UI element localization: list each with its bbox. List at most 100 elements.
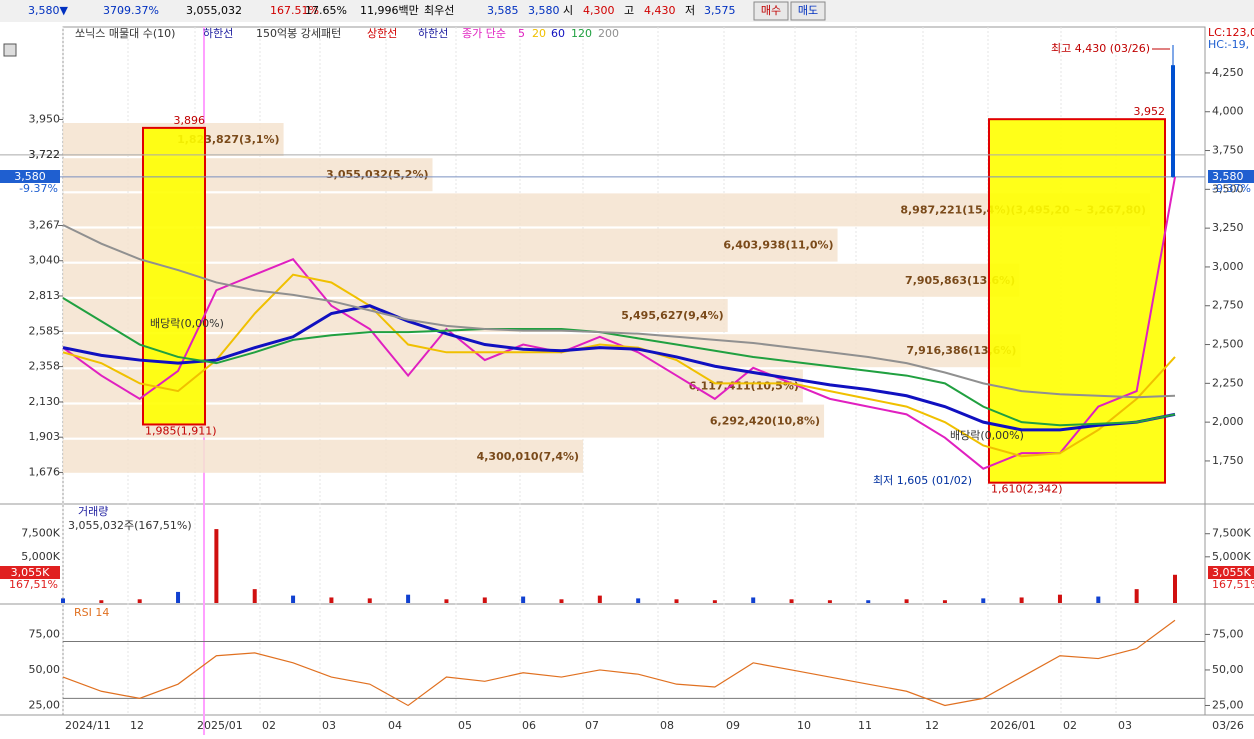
top-bar-item: 저 (685, 4, 695, 17)
current-price-right: 3,580 (1212, 170, 1244, 183)
legend-item: 상한선 (367, 27, 397, 40)
volume-bar (789, 599, 794, 603)
legend-ma: 120 (571, 27, 592, 40)
y-tick-label-left: 2,813 (29, 289, 61, 302)
volume-bar (61, 598, 65, 603)
volume-profile-bar (63, 193, 1150, 227)
sell-button-label[interactable]: 매도 (798, 4, 818, 17)
rsi-tick-right: 75,00 (1212, 627, 1244, 640)
volume-bar (214, 529, 219, 603)
volume-bar (981, 598, 986, 603)
rsi-title: RSI 14 (74, 606, 109, 619)
y-tick-label-right: 3,000 (1212, 260, 1244, 273)
buy-button-label[interactable]: 매수 (761, 4, 781, 17)
x-tick-label: 2024/11 (65, 719, 111, 732)
volume-bar (137, 599, 142, 603)
x-tick-label: 04 (388, 719, 402, 732)
volume-bar (252, 589, 257, 603)
legend-item: 하한선 (203, 26, 233, 40)
x-tick-label: 2025/01 (197, 719, 243, 732)
volume-profile-label: 6,403,938(11,0%) (723, 239, 833, 252)
ref-label: 3,722 (29, 148, 61, 161)
legend-ma-prefix: 종가 단순 (462, 27, 506, 40)
volume-bar (597, 595, 602, 603)
legend-item: 150억봉 강세패턴 (256, 27, 341, 40)
volume-profile-bar (63, 263, 1020, 297)
top-bar-item: 시 (563, 4, 573, 17)
top-bar-item: 17.65% (305, 4, 347, 17)
volume-bar (904, 599, 909, 603)
current-change-left: -9.37% (19, 182, 58, 195)
volume-bar (1057, 594, 1062, 603)
volume-current-left: 3,055K (11, 566, 50, 579)
rsi-tick-left: 75,00 (29, 627, 61, 640)
current-badge (0, 170, 60, 183)
y-tick-label-right: 2,250 (1212, 376, 1244, 389)
candle-body (1171, 65, 1175, 177)
right-label: HC:-19, (1208, 38, 1249, 51)
max-label: 최고 4,430 (03/26) (1051, 42, 1150, 55)
volume-bar (444, 599, 449, 603)
x-tick-label: 06 (522, 719, 536, 732)
top-bar-item: 3,580 (528, 4, 560, 17)
volume-bar (521, 596, 526, 603)
right-label: LC:123,0 (1208, 26, 1254, 39)
volume-change-left: 167,51% (9, 578, 58, 591)
box-low-label: 1,985(1,911) (145, 424, 217, 437)
volume-bar (482, 597, 487, 603)
dividend-label: 배당락(0,00%) (950, 429, 1024, 442)
volume-current-right: 3,055K (1212, 566, 1251, 579)
x-tick-label: 03 (322, 719, 336, 732)
volume-bar (1134, 589, 1139, 603)
rsi-tick-left: 50,00 (29, 663, 61, 676)
x-tick-label: 03 (1118, 719, 1132, 732)
buy-button[interactable] (753, 1, 789, 21)
volume-bar (712, 600, 717, 603)
current-badge (1208, 170, 1254, 183)
rsi-tick-left: 25,00 (29, 698, 61, 711)
y-tick-label-right: 1,750 (1212, 454, 1244, 467)
top-bar (0, 0, 1254, 22)
sell-button[interactable] (790, 1, 826, 21)
volume-bar (942, 600, 947, 603)
top-bar-item: 최우선 (424, 4, 454, 17)
x-tick-label: 05 (458, 719, 472, 732)
box-low-label: 1,610(2,342) (991, 483, 1063, 496)
y-tick-label-left: 2,585 (29, 324, 61, 337)
volume-profile-label: 5,495,627(9,4%) (621, 309, 724, 322)
volume-bar (866, 600, 871, 603)
top-bar-item: 3,585 (487, 4, 519, 17)
top-bar-item: 4,430 (644, 4, 676, 17)
volume-title: 거래량 (78, 505, 108, 518)
volume-profile-bar (63, 158, 433, 192)
top-bar-item: 167.51% (270, 4, 319, 17)
x-tick-label: 11 (858, 719, 872, 732)
top-bar-item: -9.37% (120, 4, 159, 17)
volume-bar (636, 598, 641, 603)
y-tick-label-right: 2,000 (1212, 415, 1244, 428)
volume-tick-left: 5,000K (21, 550, 60, 563)
legend-ma: 60 (551, 27, 565, 40)
grid-icon[interactable] (3, 43, 17, 57)
volume-bar (291, 595, 296, 603)
x-tick-label: 02 (262, 719, 276, 732)
y-tick-label-right: 3,750 (1212, 144, 1244, 157)
legend-item: 하한선 (418, 26, 448, 40)
top-bar-item: 3,580▼ (28, 4, 68, 17)
top-bar-item: 3,055,032 (186, 4, 242, 17)
y-tick-label-right: 3,500 (1212, 182, 1244, 195)
volume-bar (176, 591, 181, 603)
x-tick-label: 12 (130, 719, 144, 732)
volume-profile-label: 4,300,010(7,4%) (477, 450, 580, 463)
volume-profile-bar (63, 439, 584, 473)
dividend-label: 배당락(0,00%) (150, 317, 224, 330)
volume-profile-label: 6,292,420(10,8%) (710, 415, 820, 428)
ma-line (62, 224, 1176, 399)
volume-tick-right: 5,000K (1212, 550, 1251, 563)
volume-bar (674, 599, 679, 603)
ma-line (62, 273, 1176, 458)
y-tick-label-right: 3,250 (1212, 221, 1244, 234)
rsi-tick-right: 25,00 (1212, 698, 1244, 711)
y-tick-label-left: 3,950 (29, 112, 61, 125)
x-tick-label: 03/26 (1212, 719, 1244, 732)
